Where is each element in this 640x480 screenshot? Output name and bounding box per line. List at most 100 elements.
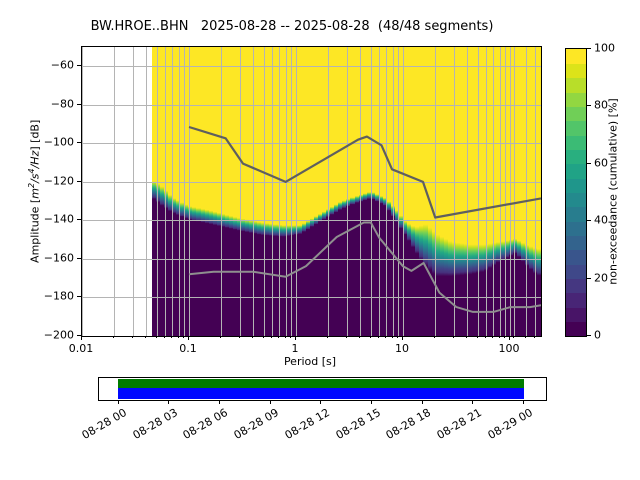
ppsd-column xyxy=(232,47,238,336)
vertical-gridline xyxy=(467,47,469,336)
ppsd-column xyxy=(220,47,226,336)
vertical-gridline xyxy=(514,47,516,336)
vertical-gridline xyxy=(360,47,362,336)
vertical-gridline xyxy=(386,47,388,336)
colorbar-tick xyxy=(587,335,591,336)
ppsd-column xyxy=(350,47,356,336)
x-axis-minor-tick xyxy=(164,336,166,338)
x-axis-tick-label: 1 xyxy=(291,342,299,355)
vertical-gridline xyxy=(291,47,293,336)
x-axis-minor-tick xyxy=(359,336,361,338)
ppsd-column xyxy=(249,47,254,336)
x-axis-minor-tick xyxy=(492,336,494,338)
ppsd-column xyxy=(322,47,327,336)
vertical-gridline xyxy=(146,47,148,336)
x-axis-minor-tick xyxy=(252,336,254,338)
colorbar-band xyxy=(566,178,586,193)
x-axis-minor-tick xyxy=(290,336,292,338)
x-axis-minor-tick xyxy=(397,336,399,338)
x-axis-minor-tick xyxy=(177,336,179,338)
ppsd-column xyxy=(297,47,303,336)
ppsd-plot-area xyxy=(81,46,542,337)
colorbar-label: non-exceedance (cumulative) [%] xyxy=(606,98,620,285)
ppsd-column xyxy=(188,47,193,336)
ppsd-column xyxy=(245,47,250,336)
low-noise-model-line xyxy=(188,221,541,313)
x-axis-minor-tick xyxy=(284,336,286,338)
ppsd-column xyxy=(382,47,388,336)
x-axis-minor-tick xyxy=(271,336,273,338)
ppsd-column xyxy=(305,47,311,336)
ppsd-column xyxy=(208,47,214,336)
ppsd-column xyxy=(184,47,189,336)
timeline-segments-bar xyxy=(118,388,524,399)
colorbar-band xyxy=(566,120,586,136)
vertical-gridline xyxy=(505,47,507,336)
x-axis-minor-tick xyxy=(513,336,515,338)
vertical-gridline xyxy=(486,47,488,336)
x-axis-minor-tick xyxy=(145,336,147,338)
x-axis-minor-tick xyxy=(498,336,500,338)
y-axis-tick xyxy=(77,142,82,144)
colorbar-band xyxy=(566,149,586,165)
vertical-gridline xyxy=(534,47,536,336)
timeline-tick xyxy=(421,400,423,404)
ppsd-column xyxy=(472,47,477,336)
colorbar-tick xyxy=(587,105,591,107)
colorbar-band xyxy=(566,163,586,179)
timeline-tick xyxy=(472,400,474,404)
vertical-gridline xyxy=(392,47,394,336)
ppsd-column xyxy=(159,47,165,336)
timeline-tick xyxy=(117,400,119,404)
ppsd-column xyxy=(196,47,202,336)
x-axis-tick-label: 10 xyxy=(394,342,409,355)
y-axis-tick xyxy=(77,65,82,67)
x-axis-minor-tick xyxy=(533,336,535,338)
colorbar-band xyxy=(566,135,586,150)
x-axis-minor-tick xyxy=(485,336,487,338)
ppsd-column xyxy=(455,47,461,336)
timeline-date-label: 08-28 03 xyxy=(130,406,180,442)
colorbar-tick xyxy=(587,277,591,279)
vertical-gridline xyxy=(435,47,437,336)
ppsd-column xyxy=(309,47,315,336)
vertical-gridline xyxy=(263,47,265,336)
x-axis-minor-tick xyxy=(369,336,371,338)
colorbar-tick xyxy=(587,162,591,164)
ppsd-column xyxy=(520,47,526,336)
colorbar-band xyxy=(566,106,586,122)
vertical-gridline xyxy=(285,47,287,336)
colorbar-tick-label: 80 xyxy=(594,98,608,112)
timeline-tick xyxy=(371,400,372,404)
x-axis-tick xyxy=(401,336,403,340)
ppsd-column xyxy=(504,47,510,336)
x-axis-minor-tick xyxy=(239,336,241,338)
x-axis-minor-tick xyxy=(171,336,173,338)
x-axis-minor-tick xyxy=(132,336,134,338)
y-axis-tick-label: −180 xyxy=(43,289,74,303)
colorbar-band xyxy=(566,292,586,308)
ppsd-column xyxy=(224,47,230,336)
colorbar-tick-label: 20 xyxy=(594,271,608,285)
ppsd-column xyxy=(370,47,376,336)
ppsd-column xyxy=(168,47,173,336)
ppsd-column xyxy=(496,47,502,336)
x-axis-minor-tick xyxy=(476,336,478,338)
ppsd-column xyxy=(301,47,307,336)
ppsd-column xyxy=(536,47,541,336)
x-axis-tick-label: 0.1 xyxy=(179,342,197,355)
ppsd-column xyxy=(200,47,206,336)
vertical-gridline xyxy=(165,47,167,336)
x-axis-tick-label: 100 xyxy=(498,342,520,355)
vertical-gridline xyxy=(477,47,479,336)
ppsd-column xyxy=(435,47,441,336)
horizontal-gridline xyxy=(82,66,541,68)
ppsd-column xyxy=(338,47,343,336)
ppsd-column xyxy=(176,47,181,336)
ppsd-column xyxy=(378,47,384,336)
ppsd-column xyxy=(342,47,348,336)
x-axis-tick xyxy=(187,336,189,340)
ppsd-mesh xyxy=(82,47,541,336)
vertical-gridline xyxy=(295,47,297,336)
ppsd-column xyxy=(285,47,291,336)
